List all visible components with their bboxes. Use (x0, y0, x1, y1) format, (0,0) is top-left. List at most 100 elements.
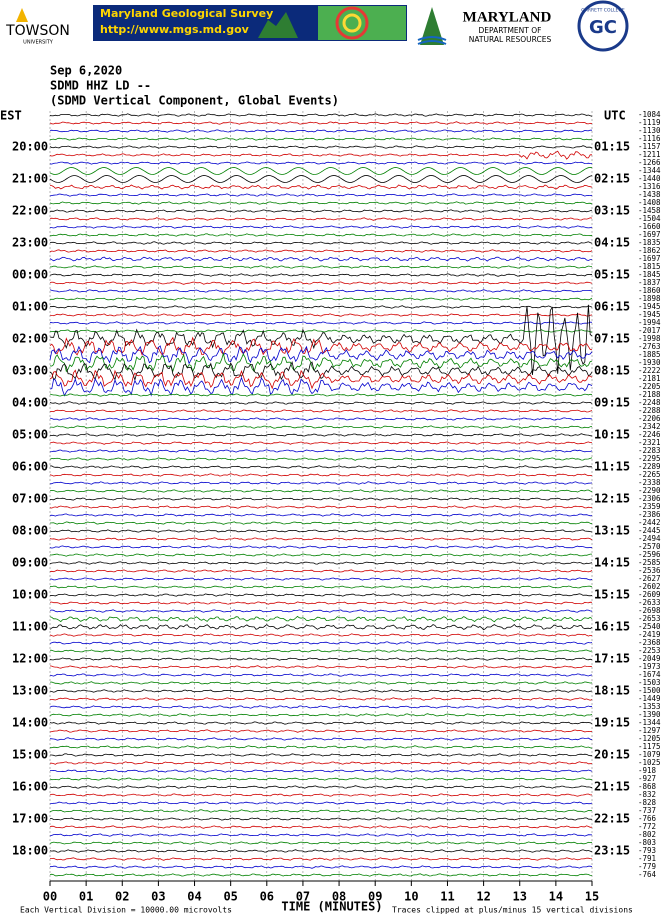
trace (49, 281, 593, 285)
est-hour: 05:00 (12, 428, 48, 442)
trace (50, 297, 593, 301)
trace-offset: -1205 (638, 734, 661, 743)
x-tick-label: 09 (368, 890, 382, 904)
trace (49, 801, 593, 805)
trace (49, 633, 592, 637)
trace (49, 673, 593, 677)
trace-offset: -918 (638, 766, 657, 775)
trace-offset: -2206 (638, 414, 661, 423)
dnr-logo: MARYLAND DEPARTMENT OF NATURAL RESOURCES (417, 7, 552, 45)
trace (49, 681, 593, 685)
trace-offset: -2290 (638, 486, 661, 495)
trace (50, 697, 593, 701)
utc-hour: 08:15 (594, 364, 630, 378)
trace-offset: -1025 (638, 758, 661, 767)
trace (49, 329, 593, 333)
utc-hour: 21:15 (594, 780, 630, 794)
trace (49, 225, 593, 229)
trace (49, 113, 593, 117)
trace-offset: -779 (638, 862, 656, 871)
trace-offset: -1119 (638, 118, 661, 127)
trace-offset: -2386 (638, 510, 661, 519)
trace (49, 129, 593, 133)
trace (49, 201, 593, 205)
trace (49, 233, 593, 237)
trace-offset: -1945 (638, 310, 661, 319)
utc-hour: 02:15 (594, 172, 630, 186)
trace (49, 175, 593, 183)
trace (49, 721, 593, 725)
mgs-title: Maryland Geological Survey (100, 7, 273, 20)
trace-offset: -2246 (638, 430, 661, 439)
trace (49, 321, 593, 325)
trace-offset: -1898 (638, 294, 661, 303)
trace-offset: -1408 (638, 198, 661, 207)
est-hour: 10:00 (12, 588, 48, 602)
trace-offset: -1697 (638, 254, 661, 263)
trace-offset: -1390 (638, 710, 661, 719)
trace (49, 167, 593, 175)
trace-offset: -1084 (638, 110, 661, 119)
trace (49, 489, 593, 493)
utc-hour: 18:15 (594, 684, 630, 698)
trace-offset: -2602 (638, 582, 661, 591)
clipping-note: Traces clipped at plus/minus 15 vertical… (392, 906, 633, 915)
trace (49, 217, 593, 221)
trace-offset: -737 (638, 806, 656, 815)
utc-hour: 06:15 (594, 300, 630, 314)
trace-offset: -764 (638, 870, 657, 879)
trace-offset: -1211 (638, 150, 661, 159)
trace-offset: -2609 (638, 590, 661, 599)
trace (49, 577, 593, 581)
utc-hour: 11:15 (594, 460, 630, 474)
mgs-rings-inner (342, 13, 362, 33)
est-hour: 20:00 (12, 140, 48, 154)
trace (49, 793, 592, 797)
dnr-name: MARYLAND (463, 9, 552, 25)
dnr-line2: NATURAL RESOURCES (469, 35, 552, 44)
trace-offset: -1697 (638, 230, 661, 239)
est-hour: 08:00 (12, 524, 48, 538)
trace (49, 401, 593, 405)
trace (49, 505, 593, 509)
est-hour: 07:00 (12, 492, 48, 506)
utc-hour: 20:15 (594, 748, 630, 762)
trace-offset: -1660 (638, 222, 661, 231)
est-hour: 04:00 (12, 396, 48, 410)
trace-offset: -2049 (638, 654, 661, 663)
utc-hour: 09:15 (594, 396, 630, 410)
trace (49, 545, 593, 549)
trace-offset: -1316 (638, 182, 661, 191)
trace (49, 513, 593, 517)
trace (49, 393, 593, 397)
utc-hour: 12:15 (594, 492, 630, 506)
trace (49, 376, 593, 397)
trace-offset: -1116 (638, 134, 661, 143)
trace (49, 841, 593, 845)
est-hour: 11:00 (12, 620, 48, 634)
trace-offset: -2494 (638, 534, 661, 543)
trace (49, 457, 593, 461)
trace-offset: -2419 (638, 630, 661, 639)
trace-offset: -1175 (638, 742, 661, 751)
trace-offset: -1297 (638, 726, 661, 735)
trace (49, 785, 593, 789)
trace (49, 145, 593, 149)
dnr-water (417, 36, 447, 45)
trace-offset: -772 (638, 822, 656, 831)
trace-offset: -2627 (638, 574, 661, 583)
trace (49, 569, 593, 573)
trace (49, 305, 593, 309)
trace (49, 265, 593, 269)
trace-offset: -2288 (638, 406, 661, 415)
trace-offset: -1862 (638, 246, 661, 255)
trace-offset: -2359 (638, 502, 661, 511)
trace-offset: -1994 (638, 318, 661, 327)
trace-offset: -1837 (638, 278, 661, 287)
trace-offset: -791 (638, 854, 656, 863)
trace-offset: -2540 (638, 622, 661, 631)
trace (49, 209, 593, 213)
est-hour: 12:00 (12, 652, 48, 666)
trace (49, 304, 593, 376)
trace-offset: -1845 (638, 270, 661, 279)
